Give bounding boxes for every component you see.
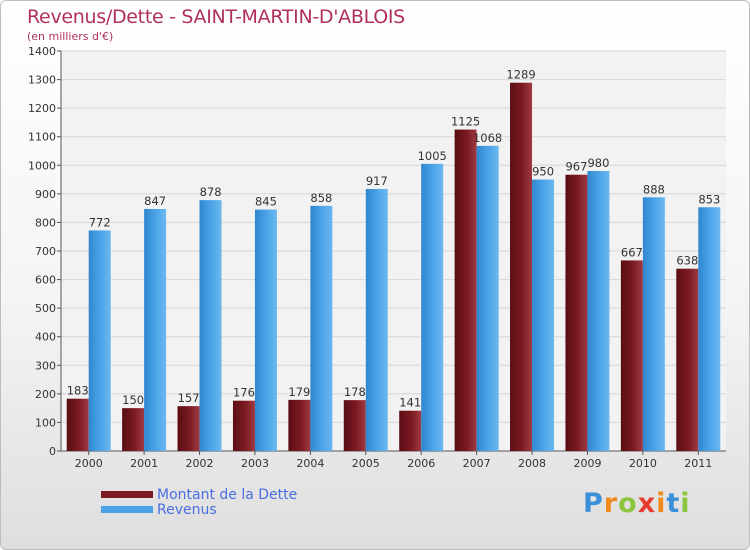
bar-revenue (532, 179, 555, 452)
y-tick-label: 400 (35, 331, 56, 344)
y-tick-label: 300 (35, 359, 56, 372)
x-tick-label: 2011 (684, 457, 712, 470)
data-label-debt: 150 (122, 393, 144, 407)
data-label-debt: 667 (621, 245, 643, 259)
bar-debt (676, 268, 699, 451)
bar-debt (66, 398, 89, 451)
legend-label-debt: Montant de la Dette (157, 486, 298, 503)
x-tick-label: 2003 (241, 457, 269, 470)
x-tick-label: 2008 (518, 457, 546, 470)
chart-title: Revenus/Dette - SAINT-MARTIN-D'ABLOIS (27, 6, 405, 28)
bar-revenue (587, 171, 610, 451)
bar-revenue (310, 205, 333, 451)
x-tick-label: 2010 (629, 457, 657, 470)
bar-revenue (199, 200, 222, 451)
data-label-debt: 638 (676, 254, 698, 268)
bar-revenue (88, 230, 111, 451)
legend-item-revenue: Revenus (101, 501, 297, 518)
bar-debt (177, 406, 200, 451)
data-label-debt: 179 (288, 385, 310, 399)
x-tick-label: 2005 (352, 457, 380, 470)
legend-item-debt: Montant de la Dette (101, 486, 298, 503)
data-label-revenue: 853 (698, 192, 720, 206)
y-tick-label: 700 (35, 245, 56, 258)
y-tick-label: 800 (35, 216, 56, 229)
bar-debt (454, 129, 477, 452)
data-label-debt: 183 (67, 384, 89, 398)
chart-subtitle: (en milliers d'€) (27, 30, 114, 43)
logo-letter: r (603, 488, 619, 519)
y-tick-label: 1200 (28, 102, 56, 115)
data-label-debt: 1289 (506, 68, 535, 82)
y-tick-label: 1400 (28, 45, 56, 58)
x-tick-label: 2007 (463, 457, 491, 470)
logo-letter: o (618, 488, 638, 519)
legend: Montant de la Dette Revenus (101, 486, 298, 518)
legend-label-revenue: Revenus (157, 501, 217, 518)
bar-revenue (254, 209, 277, 451)
data-label-debt: 1125 (451, 115, 480, 129)
data-label-revenue: 1068 (473, 131, 502, 145)
logo-letter: P (583, 488, 604, 519)
bar-revenue (365, 189, 388, 451)
bar-revenue (476, 145, 499, 451)
x-tick-label: 2004 (296, 457, 324, 470)
data-label-debt: 141 (399, 396, 421, 410)
x-tick-label: 2002 (186, 457, 214, 470)
y-tick-label: 0 (49, 445, 56, 458)
data-label-revenue: 1005 (418, 149, 447, 163)
y-tick-label: 200 (35, 388, 56, 401)
bar-debt (565, 174, 588, 451)
bar-debt (232, 400, 255, 451)
logo-letter: x (637, 488, 657, 519)
data-label-revenue: 772 (89, 215, 111, 229)
x-tick-label: 2006 (407, 457, 435, 470)
data-label-debt: 178 (344, 385, 366, 399)
data-label-revenue: 847 (144, 194, 166, 208)
data-label-revenue: 888 (643, 182, 665, 196)
logo-letter: i (680, 488, 691, 519)
data-label-revenue: 845 (255, 195, 277, 209)
x-tick-label: 2001 (130, 457, 158, 470)
y-tick-label: 1100 (28, 131, 56, 144)
x-tick-label: 2000 (75, 457, 103, 470)
data-label-revenue: 950 (532, 165, 554, 179)
bar-debt (510, 82, 533, 451)
y-tick-label: 500 (35, 302, 56, 315)
y-tick-label: 900 (35, 188, 56, 201)
data-label-revenue: 858 (310, 191, 332, 205)
bar-debt (122, 408, 145, 451)
proxiti-logo: Proxiti (583, 488, 691, 519)
bar-debt (399, 410, 422, 451)
data-label-revenue: 917 (366, 174, 388, 188)
bar-revenue (144, 209, 167, 451)
data-label-revenue: 980 (587, 156, 609, 170)
x-tick-label: 2009 (573, 457, 601, 470)
bar-debt (288, 399, 311, 451)
bar-debt (620, 260, 643, 451)
y-tick-label: 600 (35, 274, 56, 287)
y-tick-label: 100 (35, 416, 56, 429)
logo-letter: i (656, 488, 667, 519)
y-tick-label: 1000 (28, 159, 56, 172)
data-label-debt: 967 (565, 160, 587, 174)
y-tick-label: 1300 (28, 74, 56, 87)
legend-swatch-revenue (101, 506, 153, 513)
data-label-revenue: 878 (200, 185, 222, 199)
bar-revenue (421, 163, 444, 451)
data-label-debt: 176 (233, 386, 255, 400)
logo-letter: t (666, 488, 681, 519)
bar-debt (343, 400, 366, 451)
legend-swatch-debt (101, 491, 153, 498)
data-label-debt: 157 (178, 391, 200, 405)
bar-revenue (698, 207, 721, 451)
bar-revenue (642, 197, 665, 451)
